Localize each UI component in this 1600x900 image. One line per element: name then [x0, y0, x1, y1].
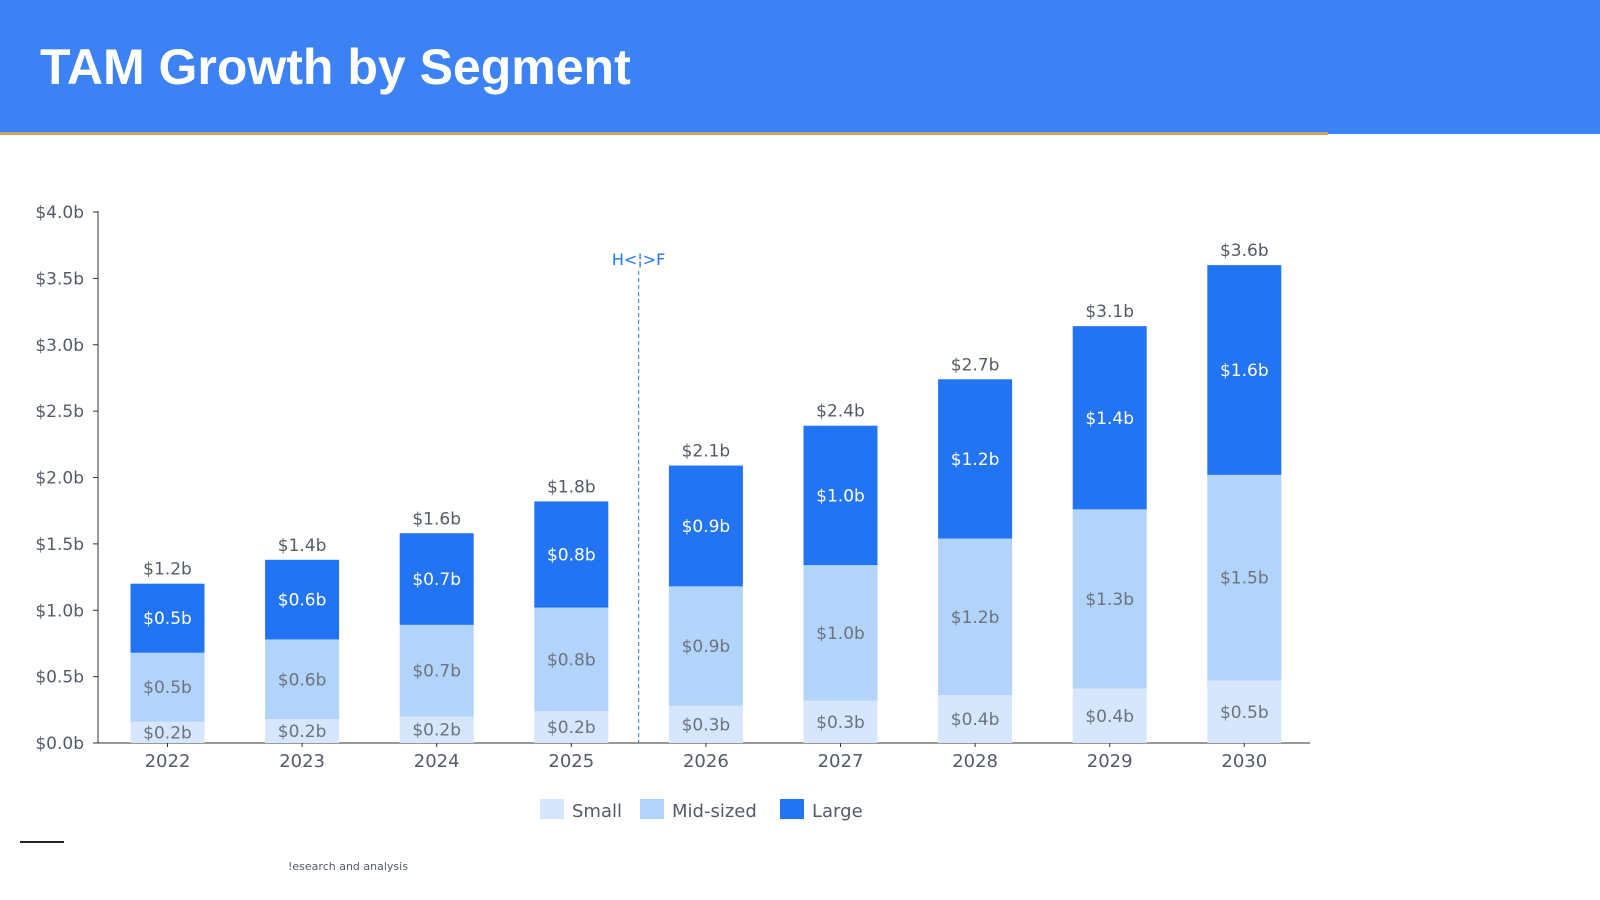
bar-total-label: $3.6b [1220, 241, 1269, 261]
bar-segment-mid-sized [534, 607, 609, 712]
bar-total-label: $2.1b [682, 442, 731, 462]
bar-segment-small [668, 705, 743, 743]
segment-value-label: $0.3b [682, 715, 731, 735]
legend-label: Large [812, 801, 863, 822]
x-tick-label: 2026 [683, 751, 729, 772]
bar-segment-small [130, 721, 205, 743]
bar-segment-small [1072, 688, 1147, 743]
x-tick-label: 2029 [1087, 751, 1133, 772]
x-tick-label: 2024 [414, 751, 460, 772]
bar-total-label: $3.1b [1085, 302, 1134, 322]
x-tick-label: 2028 [952, 751, 998, 772]
bar-total-label: $1.2b [143, 560, 192, 580]
segment-value-label: $1.4b [1085, 409, 1134, 429]
segment-value-label: $0.2b [143, 723, 192, 743]
bar-segment-large [534, 501, 609, 608]
legend-swatch [780, 799, 804, 819]
source-footnote: !esearch and analysis [288, 860, 408, 873]
y-tick-label: $2.0b [35, 469, 84, 489]
y-tick-label: $0.5b [35, 668, 84, 688]
bar-total-label: $1.8b [547, 477, 596, 497]
bar-segment-mid-sized [803, 565, 878, 701]
segment-value-label: $0.7b [412, 662, 461, 682]
bar-segment-small [534, 711, 609, 743]
segment-value-label: $1.5b [1220, 569, 1269, 589]
segment-value-label: $0.2b [278, 722, 327, 742]
bar-total-label: $1.4b [278, 536, 327, 556]
bar-segment-small [1207, 680, 1282, 743]
bar-segment-large [1072, 326, 1147, 510]
segment-value-label: $0.5b [1220, 703, 1269, 723]
legend-label: Small [572, 801, 622, 822]
y-tick-label: $1.0b [35, 601, 84, 621]
x-tick-label: 2022 [145, 751, 191, 772]
x-tick-label: 2025 [548, 751, 594, 772]
y-tick-label: $3.0b [35, 336, 84, 356]
segment-value-label: $1.2b [951, 608, 1000, 628]
bar-segment-small [265, 719, 340, 743]
page-title: TAM Growth by Segment [40, 39, 631, 95]
bar-segment-large [399, 533, 474, 625]
segment-value-label: $0.4b [951, 710, 1000, 730]
bar-segment-small [938, 695, 1013, 743]
header-bar [0, 0, 1600, 134]
cropped-text-fragment [20, 841, 64, 843]
segment-value-label: $1.0b [816, 486, 865, 506]
legend-swatch [640, 799, 664, 819]
segment-value-label: $0.3b [816, 713, 865, 733]
bar-segment-small [803, 700, 878, 743]
segment-value-label: $0.6b [278, 591, 327, 611]
segment-value-label: $0.9b [682, 517, 731, 537]
bar-segment-large [803, 425, 878, 566]
bar-total-label: $1.6b [412, 509, 461, 529]
segment-value-label: $0.8b [547, 650, 596, 670]
legend-label: Mid-sized [672, 801, 757, 822]
y-tick-label: $3.5b [35, 269, 84, 289]
segment-value-label: $0.2b [547, 718, 596, 738]
x-tick-label: 2023 [279, 751, 325, 772]
segment-value-label: $0.7b [412, 570, 461, 590]
legend-swatch [540, 799, 564, 819]
segment-value-label: $1.6b [1220, 361, 1269, 381]
bar-segment-mid-sized [1072, 509, 1147, 689]
bar-segment-large [1207, 265, 1282, 475]
bar-segment-mid-sized [938, 538, 1013, 696]
segment-value-label: $0.6b [278, 670, 327, 690]
segment-value-label: $0.8b [547, 545, 596, 565]
bar-segment-large [668, 465, 743, 587]
bar-segment-large [938, 379, 1013, 539]
bar-segment-large [265, 559, 340, 640]
bar-segment-mid-sized [130, 652, 205, 722]
header-divider [0, 132, 1328, 135]
bar-segment-small [399, 716, 474, 743]
bar-segment-mid-sized [399, 624, 474, 717]
y-tick-label: $2.5b [35, 402, 84, 422]
segment-value-label: $0.2b [412, 721, 461, 741]
segment-value-label: $1.2b [951, 450, 1000, 470]
y-tick-label: $0.0b [35, 734, 84, 754]
bar-segment-large [130, 583, 205, 653]
y-tick-label: $4.0b [35, 203, 84, 223]
bar-segment-mid-sized [1207, 474, 1282, 681]
segment-value-label: $1.3b [1085, 590, 1134, 610]
bar-total-label: $2.4b [816, 402, 865, 422]
y-tick-label: $1.5b [35, 535, 84, 555]
segment-value-label: $0.4b [1085, 707, 1134, 727]
segment-value-label: $1.0b [816, 624, 865, 644]
divider-label: H<¦>F [612, 250, 665, 269]
segment-value-label: $0.9b [682, 637, 731, 657]
bar-segment-mid-sized [265, 639, 340, 720]
x-tick-label: 2027 [818, 751, 864, 772]
bar-segment-mid-sized [668, 586, 743, 706]
x-tick-label: 2030 [1221, 751, 1267, 772]
segment-value-label: $0.5b [143, 678, 192, 698]
bar-total-label: $2.7b [951, 355, 1000, 375]
segment-value-label: $0.5b [143, 609, 192, 629]
